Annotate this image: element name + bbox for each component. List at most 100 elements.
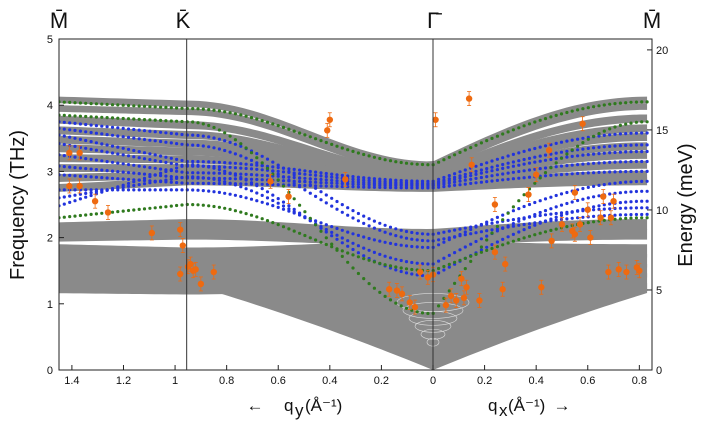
mode-dot: [89, 157, 93, 161]
mode-dot: [522, 162, 526, 166]
mode-dot: [356, 211, 360, 216]
experimental-point: [600, 189, 607, 204]
experimental-point: [326, 112, 334, 128]
mode-dot: [265, 157, 270, 161]
mode-dot: [207, 176, 211, 180]
mode-dot: [511, 224, 515, 228]
mode-dot: [196, 163, 200, 167]
experimental-point: [491, 197, 499, 212]
mode-dot: [260, 163, 264, 168]
mode-dot: [634, 189, 639, 194]
mode-dot: [559, 164, 564, 168]
mode-dot: [153, 180, 157, 184]
mode-dot: [132, 171, 136, 175]
mode-dot: [175, 176, 179, 180]
mode-dot: [78, 197, 82, 201]
mode-1: [59, 142, 649, 185]
mode-dot: [281, 207, 286, 211]
mode-dot: [490, 174, 494, 178]
mode-dot: [126, 117, 131, 121]
mode-dot: [372, 238, 376, 242]
mode-dot: [175, 203, 179, 208]
mode-dot: [522, 228, 526, 232]
mode-dot: [73, 199, 77, 203]
mode-dot: [559, 150, 564, 154]
mode-dot: [388, 186, 393, 190]
experimental-point: [532, 167, 540, 183]
mode-dot: [62, 202, 66, 206]
mode-dot: [346, 182, 350, 186]
experimental-point: [432, 112, 439, 128]
mode-dot: [303, 172, 307, 176]
mode-dot: [453, 281, 457, 285]
left-tick-label: 5: [47, 34, 53, 46]
qx-tick-label: 0.6: [580, 375, 595, 387]
mode-dot: [458, 227, 462, 231]
mode-dot: [597, 194, 601, 198]
mode-dot: [249, 189, 254, 193]
mode-dot: [495, 227, 499, 231]
mode-dot: [362, 277, 366, 281]
mode-dot: [394, 160, 398, 164]
mode-dot: [233, 193, 237, 197]
mode-dot: [394, 265, 398, 269]
mode-dot: [233, 142, 237, 146]
right-tick-label: 5: [656, 285, 662, 297]
mode-dot: [404, 260, 409, 264]
mode-dot: [319, 139, 323, 143]
mode-dot: [437, 304, 441, 308]
mode-dot: [148, 175, 152, 179]
mode-dot: [314, 223, 318, 227]
mode-dot: [281, 170, 286, 174]
mode-dot: [410, 186, 414, 190]
mode-dot: [565, 110, 569, 115]
mode-dot: [110, 116, 115, 120]
mode-dot: [495, 245, 499, 249]
mode-dot: [89, 147, 93, 151]
mode-dot: [303, 233, 307, 238]
experimental-marker: [447, 292, 455, 300]
mode-dot: [73, 214, 77, 218]
mode-dot: [404, 306, 409, 310]
mode-dot: [303, 179, 307, 184]
mode-dot: [565, 155, 569, 159]
experimental-point: [558, 216, 566, 232]
mode-dot: [180, 164, 184, 168]
mode-dot: [351, 253, 355, 257]
qy-tick-label: 0: [430, 375, 436, 387]
experimental-marker: [607, 214, 615, 221]
mode-dot: [281, 166, 286, 170]
mode-dot: [501, 172, 505, 176]
mode-dot: [351, 232, 355, 236]
mode-dot: [255, 199, 259, 203]
mode-dot: [153, 206, 157, 210]
mode-dot: [608, 127, 612, 131]
experimental-marker: [342, 176, 349, 183]
mode-dot: [570, 163, 574, 167]
mode-dot: [517, 199, 521, 203]
mode-dot: [618, 181, 623, 185]
experimental-point: [584, 202, 591, 218]
mode-dot: [490, 136, 494, 140]
mode-dot: [260, 119, 264, 123]
mode-dot: [94, 124, 98, 128]
mode-dot: [137, 164, 141, 168]
experimental-point: [66, 178, 73, 194]
bulk-band-5: [59, 142, 648, 186]
mode-dot: [255, 156, 259, 160]
mode-dot: [490, 169, 494, 173]
mode-dot: [565, 190, 569, 195]
mode-dot: [196, 203, 200, 207]
experimental-marker: [623, 268, 630, 276]
experimental-marker: [197, 280, 205, 288]
mode-dot: [116, 103, 120, 107]
mode-dot: [217, 137, 221, 141]
experimental-marker: [442, 301, 450, 309]
mode-dot: [367, 217, 371, 221]
mode-dot: [255, 152, 259, 156]
mode-dot: [495, 224, 499, 228]
mode-dot: [394, 268, 398, 272]
mode-dot: [319, 226, 323, 230]
mode-dot: [126, 184, 131, 188]
mode-dot: [404, 236, 409, 240]
